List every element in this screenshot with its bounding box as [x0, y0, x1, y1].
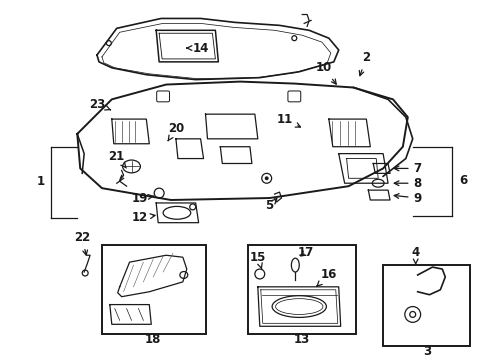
Text: 18: 18: [145, 333, 161, 346]
Text: 13: 13: [293, 333, 310, 346]
Bar: [382, 265, 469, 346]
Text: 23: 23: [89, 98, 110, 111]
Bar: [247, 246, 356, 334]
Text: 17: 17: [297, 246, 314, 259]
Text: 9: 9: [393, 192, 421, 204]
Text: 20: 20: [167, 122, 183, 141]
Text: 10: 10: [315, 61, 336, 84]
Text: 3: 3: [423, 346, 431, 359]
Text: 21: 21: [108, 150, 126, 168]
Text: 12: 12: [131, 211, 155, 224]
Text: 8: 8: [393, 177, 421, 190]
Text: 7: 7: [393, 162, 421, 175]
Text: 14: 14: [186, 41, 208, 55]
Text: 22: 22: [74, 231, 90, 255]
Text: 16: 16: [316, 269, 336, 286]
Text: 6: 6: [458, 174, 466, 187]
Text: 4: 4: [411, 246, 419, 265]
Text: 1: 1: [37, 175, 45, 188]
Text: 19: 19: [131, 192, 153, 204]
Text: 11: 11: [276, 113, 300, 127]
Circle shape: [264, 176, 268, 180]
Text: 5: 5: [265, 199, 276, 212]
Bar: [102, 246, 205, 334]
Text: 2: 2: [359, 51, 369, 76]
Text: 15: 15: [249, 251, 265, 269]
